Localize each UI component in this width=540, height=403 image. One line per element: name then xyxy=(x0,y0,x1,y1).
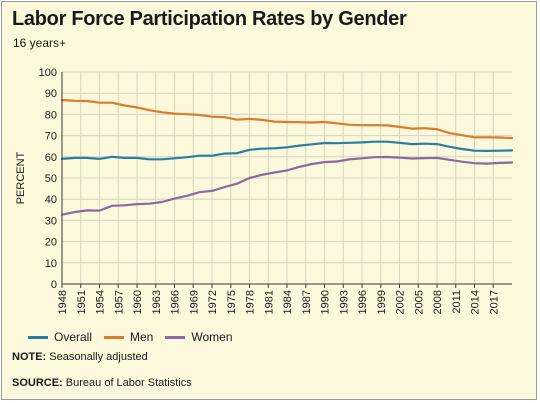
x-tick-label: 1975 xyxy=(226,290,238,314)
series-line-men xyxy=(60,98,514,140)
x-tick-label: 1954 xyxy=(95,290,107,314)
x-tick-label: 2008 xyxy=(432,290,444,314)
y-axis-title: PERCENT xyxy=(15,151,27,204)
series-line-overall xyxy=(60,140,514,161)
x-tick-label: 1993 xyxy=(338,290,350,314)
x-tick-label: 1963 xyxy=(151,290,163,314)
legend-swatch xyxy=(28,335,48,339)
legend-label: Overall xyxy=(54,330,93,344)
y-tick-label: 60 xyxy=(45,152,57,164)
x-tick-label: 2011 xyxy=(451,290,463,314)
legend-swatch xyxy=(104,335,125,339)
x-tick-label: 1957 xyxy=(113,290,125,314)
y-tick-label: 50 xyxy=(45,173,57,185)
legend-swatch xyxy=(165,335,186,339)
x-tick-label: 1999 xyxy=(376,290,388,314)
source-value: Bureau of Labor Statistics xyxy=(65,377,192,389)
x-tick-label: 1948 xyxy=(57,290,69,314)
series-line-women xyxy=(60,155,514,216)
x-tick-label: 1981 xyxy=(263,290,275,314)
x-tick-label: 1966 xyxy=(170,290,182,314)
y-tick-label: 70 xyxy=(45,131,57,143)
x-tick-label: 1972 xyxy=(207,290,219,314)
note-text: NOTE: Seasonally adjusted xyxy=(12,351,148,363)
chart-subtitle: 16 years+ xyxy=(13,36,67,50)
legend-item-women: Women xyxy=(165,330,233,344)
legend-item-men: Men xyxy=(104,330,153,344)
x-tick-label: 1984 xyxy=(282,290,294,314)
y-tick-label: 0 xyxy=(51,279,57,291)
y-tick-label: 30 xyxy=(45,215,57,227)
y-tick-label: 20 xyxy=(45,237,57,249)
legend-label: Women xyxy=(191,330,233,344)
chart-legend: Overall Men Women xyxy=(28,330,245,344)
x-tick-label: 2017 xyxy=(488,290,500,314)
x-tick-label: 2002 xyxy=(395,290,407,314)
x-tick-label: 1951 xyxy=(76,290,88,314)
x-tick-label: 2005 xyxy=(413,290,425,314)
note-label: NOTE: xyxy=(12,351,47,363)
y-tick-label: 90 xyxy=(45,88,57,100)
y-tick-label: 100 xyxy=(39,67,57,79)
x-tick-label: 1960 xyxy=(132,290,144,314)
y-tick-label: 80 xyxy=(45,109,57,121)
source-text: SOURCE: Bureau of Labor Statistics xyxy=(12,377,192,389)
x-tick-label: 1987 xyxy=(301,290,313,314)
x-tick-label: 1990 xyxy=(320,290,332,314)
note-value: Seasonally adjusted xyxy=(49,351,148,363)
x-tick-label: 1996 xyxy=(357,290,369,314)
source-label: SOURCE: xyxy=(12,377,63,389)
x-tick-label: 1978 xyxy=(245,290,257,314)
legend-item-overall: Overall xyxy=(28,330,92,344)
legend-label: Men xyxy=(130,330,154,344)
y-tick-label: 10 xyxy=(45,258,57,270)
x-tick-label: 1969 xyxy=(188,290,200,314)
y-tick-label: 40 xyxy=(45,194,57,206)
chart-title: Labor Force Participation Rates by Gende… xyxy=(12,8,407,30)
x-tick-label: 2014 xyxy=(470,290,482,314)
